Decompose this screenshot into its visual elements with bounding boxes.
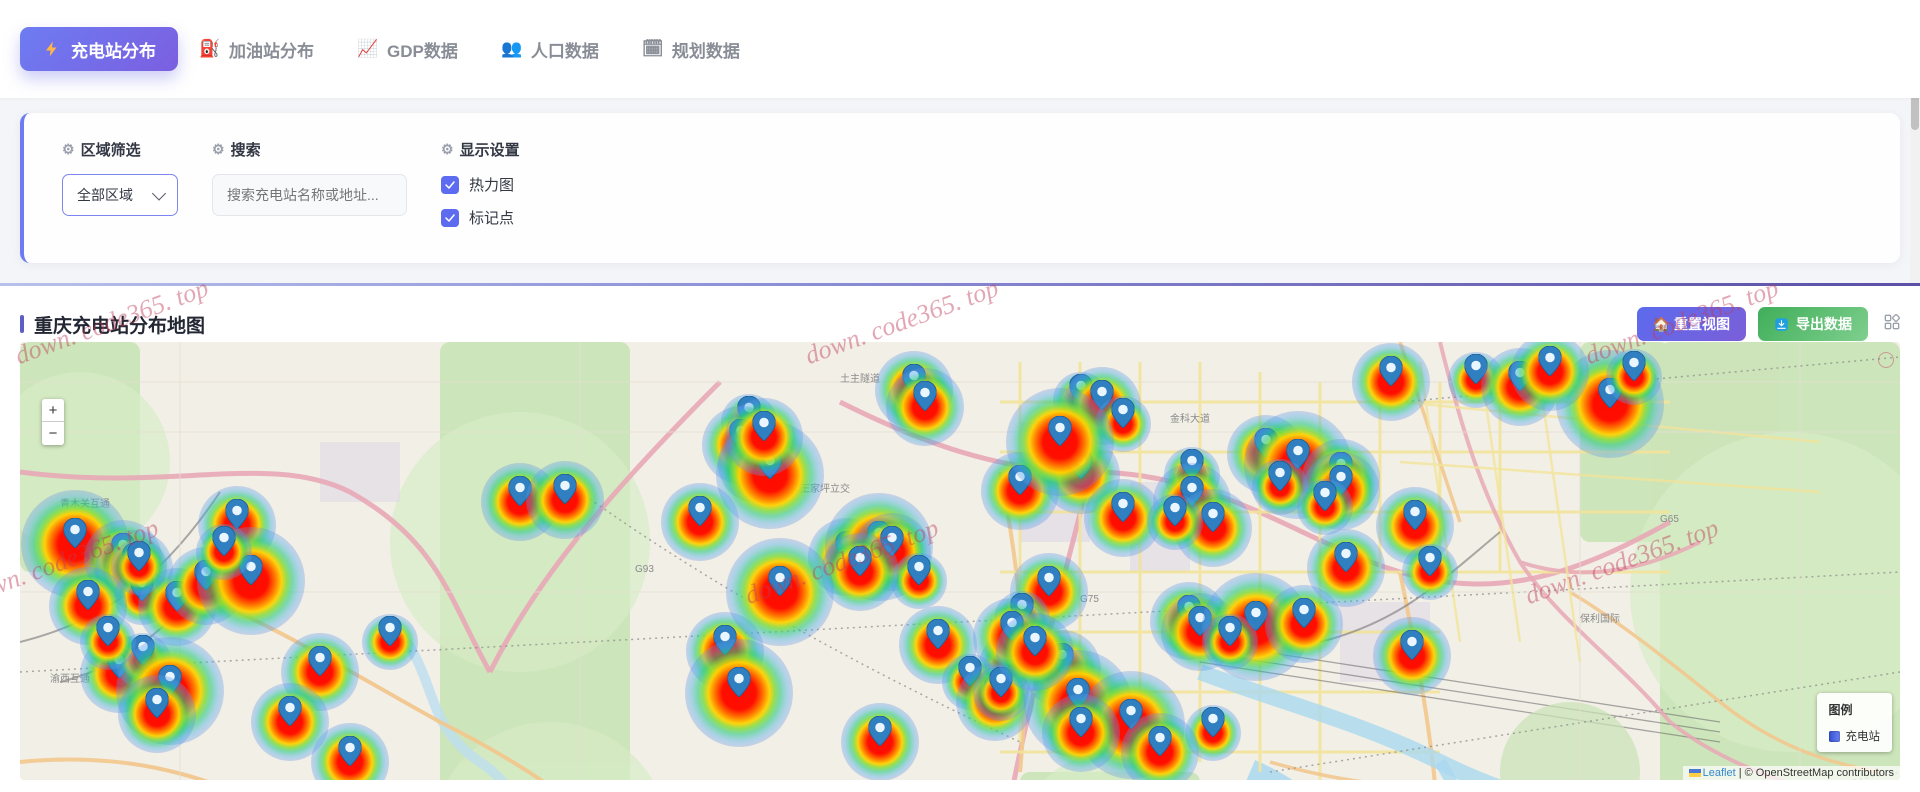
svg-text:土主街道: 土主街道 [1050, 682, 1090, 695]
svg-text:青木关互通: 青木关互通 [60, 497, 110, 510]
svg-text:王家坪立交: 王家坪立交 [800, 482, 850, 495]
svg-text:G93: G93 [635, 564, 654, 575]
svg-text:保利国际: 保利国际 [1580, 612, 1620, 625]
svg-text:金科大道: 金科大道 [1170, 412, 1210, 425]
svg-text:G75: G75 [1080, 594, 1099, 605]
svg-text:G65: G65 [1660, 514, 1679, 525]
svg-text:渝西互通: 渝西互通 [50, 672, 90, 685]
svg-text:土主隧道: 土主隧道 [840, 372, 880, 385]
